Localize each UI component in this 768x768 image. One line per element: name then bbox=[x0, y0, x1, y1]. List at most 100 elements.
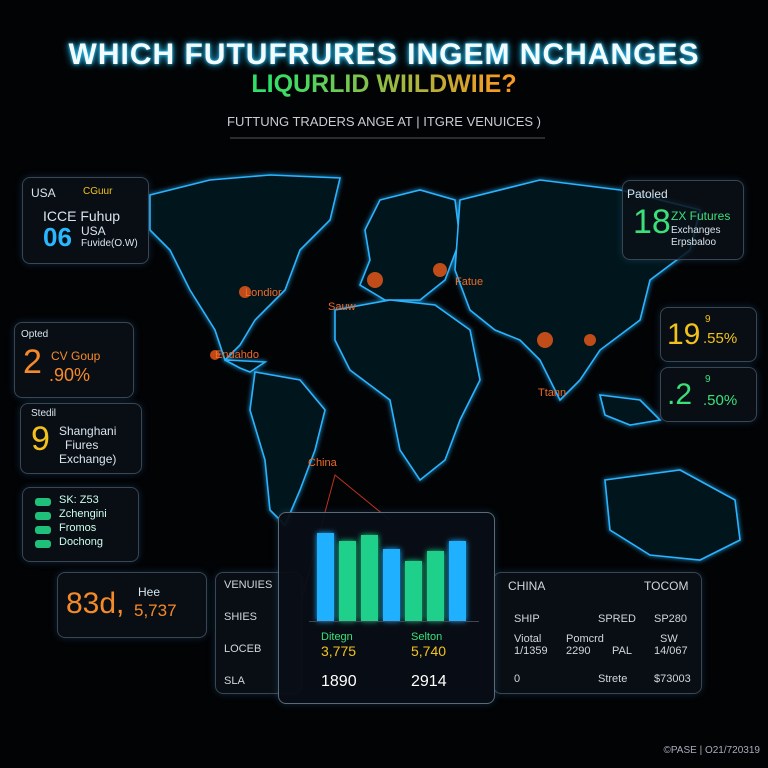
hotspot bbox=[210, 350, 220, 360]
central-america bbox=[224, 359, 268, 373]
hotspot bbox=[584, 334, 596, 346]
subtitle: LIQURLID WIILDWIIE? bbox=[0, 70, 768, 99]
sup: 9 bbox=[705, 374, 711, 385]
number: 19 bbox=[667, 318, 701, 351]
cell: 0 bbox=[514, 673, 521, 685]
pct: .55% bbox=[703, 330, 738, 347]
cell: $73003 bbox=[654, 673, 691, 685]
map-label: China bbox=[308, 457, 338, 469]
bar-sublabel: 3,775 bbox=[321, 643, 357, 659]
cell: Strete bbox=[598, 673, 628, 685]
legend-label: SK: Z53 bbox=[59, 494, 99, 506]
top-right-panel: Patoled 18 ZX Futures Exchanges Erpsbalo… bbox=[622, 180, 744, 260]
name: ICCE Fuhup bbox=[43, 208, 121, 224]
cell: SPRED bbox=[598, 613, 636, 625]
indonesia bbox=[598, 394, 662, 426]
cell: SLA bbox=[224, 675, 245, 687]
value: 5,737 bbox=[134, 601, 177, 620]
cell: Pomcrd bbox=[566, 633, 604, 645]
map-label: Londior bbox=[245, 287, 282, 299]
name: CV Goup bbox=[51, 349, 101, 363]
header: TOCOM bbox=[644, 579, 689, 593]
tag: Opted bbox=[21, 329, 49, 340]
stedil-panel: Stedil 9 Shanghani Fiures Exchange) bbox=[20, 403, 142, 474]
bar bbox=[427, 551, 444, 621]
map-label: Fatue bbox=[455, 276, 483, 288]
cell: 14/067 bbox=[654, 645, 688, 657]
pct: .90% bbox=[49, 365, 91, 385]
map-label: Sauw bbox=[328, 301, 356, 313]
title: WHICH FUTUFRURES INGEM NCHANGES bbox=[68, 38, 700, 71]
line: Erpsbaloo bbox=[671, 237, 717, 248]
hotspot bbox=[239, 286, 251, 298]
map-label: Endahdo bbox=[215, 349, 259, 361]
cell: LOCEB bbox=[224, 643, 262, 655]
bar bbox=[361, 535, 378, 621]
north-america bbox=[149, 174, 342, 362]
footer: ©PASE | O21/720319 bbox=[663, 745, 760, 756]
legend-swatch bbox=[35, 498, 51, 506]
legend-label: Dochong bbox=[59, 536, 104, 548]
total: 2914 bbox=[411, 673, 447, 690]
line: Exchanges bbox=[671, 225, 721, 236]
right-panel-2: .2 9 .50% bbox=[660, 367, 757, 422]
africa bbox=[334, 299, 481, 482]
cell: SHIP bbox=[514, 613, 540, 625]
legend-label: Fromos bbox=[59, 522, 97, 534]
usa-panel: USA CGuur ICCE Fuhup 06 USA Fuvide(O.W) bbox=[22, 177, 149, 264]
hotspot bbox=[537, 332, 553, 348]
total: 1890 bbox=[321, 673, 357, 690]
cell: SW bbox=[660, 633, 678, 645]
right-panel-1: 19 9 .55% bbox=[660, 307, 757, 362]
hotspot bbox=[433, 263, 447, 277]
line: Exchange) bbox=[59, 452, 117, 466]
axis bbox=[309, 621, 479, 622]
cell: PAL bbox=[612, 645, 632, 657]
map-label: Ttann bbox=[538, 387, 566, 399]
number: 06 bbox=[43, 222, 72, 252]
bar bbox=[405, 561, 422, 621]
legend-panel: SK: Z53 Zchengini Fromos Dochong bbox=[22, 487, 139, 562]
header: CHINA bbox=[508, 579, 546, 593]
pct: .50% bbox=[703, 392, 738, 409]
line: Fiures bbox=[65, 438, 99, 452]
australia bbox=[604, 469, 741, 561]
bar-label: Ditegn bbox=[321, 631, 353, 643]
region: USA bbox=[81, 224, 106, 238]
cell: SHIES bbox=[224, 611, 258, 623]
bar-sublabel: 5,740 bbox=[411, 643, 447, 659]
cell: 1/1359 bbox=[514, 645, 548, 657]
legend-swatch bbox=[35, 512, 51, 520]
bar-chart-panel: Ditegn 3,775 1890 Selton 5,740 2914 bbox=[278, 512, 495, 704]
hotspots bbox=[210, 263, 596, 360]
bar bbox=[317, 533, 334, 621]
number: 18 bbox=[633, 203, 671, 241]
tagline: FUTTUNG TRADERS ANGE AT | ITGRE VENUICES… bbox=[227, 114, 541, 129]
logo: CGuur bbox=[83, 186, 113, 197]
bar bbox=[449, 541, 466, 621]
cell: SP280 bbox=[654, 613, 688, 625]
big-panel: 83d, Hee 5,737 bbox=[57, 572, 207, 638]
china-table: CHINA TOCOM SHIP SPRED SP280 Viotal Pomc… bbox=[493, 572, 702, 694]
cell: 2290 bbox=[566, 645, 591, 657]
bar bbox=[339, 541, 356, 621]
tag: USA bbox=[31, 186, 56, 200]
south-america bbox=[249, 371, 326, 527]
number: 9 bbox=[31, 420, 50, 458]
note: Fuvide(O.W) bbox=[81, 238, 138, 249]
bar bbox=[383, 549, 400, 621]
number: 83d, bbox=[66, 587, 125, 620]
sup: 9 bbox=[705, 314, 711, 325]
name: ZX Futures bbox=[671, 209, 731, 223]
line: Shanghani bbox=[59, 424, 117, 438]
bar-label: Selton bbox=[411, 631, 443, 643]
hotspot bbox=[367, 272, 383, 288]
tag: Stedil bbox=[31, 408, 57, 419]
number: 2 bbox=[23, 343, 42, 381]
opted-panel: Opted 2 CV Goup .90% bbox=[14, 322, 134, 398]
legend-label: Zchengini bbox=[59, 508, 107, 520]
label: Hee bbox=[138, 585, 161, 599]
legend-swatch bbox=[35, 526, 51, 534]
legend-swatch bbox=[35, 540, 51, 548]
